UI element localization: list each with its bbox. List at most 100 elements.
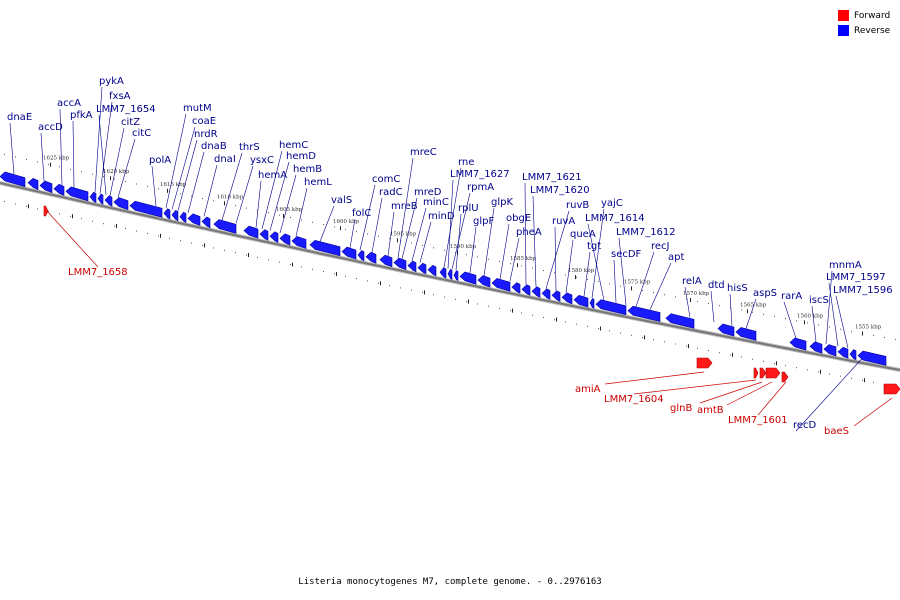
tick-dot: [125, 181, 126, 182]
tick-mark: [380, 281, 381, 286]
gene-label-forward: LMM7_1604: [604, 394, 664, 405]
tick-dot: [477, 303, 478, 305]
reverse-gene-block: [439, 267, 447, 279]
label-leader: [591, 208, 605, 298]
reverse-gene-block: [789, 337, 807, 351]
label-leader: [795, 351, 869, 432]
tick-dot: [180, 240, 181, 242]
reverse-gene-block: [427, 264, 437, 277]
gene-label-reverse: hemB: [293, 164, 322, 175]
tick-dot: [829, 373, 830, 375]
kbp-tick-label: 1585 kbp: [510, 256, 537, 262]
gene-label-reverse: hemL: [304, 177, 332, 188]
tick-dot: [598, 281, 599, 283]
tick-dot: [202, 245, 203, 246]
reverse-gene-block: [521, 284, 531, 296]
tick-dot: [862, 379, 863, 381]
gene-label-reverse: rarA: [781, 291, 802, 302]
tick-dot: [334, 226, 335, 228]
label-leader: [279, 174, 297, 233]
kbp-tick: [110, 176, 111, 181]
legend-reverse-swatch: [838, 25, 849, 36]
gene-label-reverse: radC: [379, 187, 403, 198]
gene-label-reverse: dtd: [708, 280, 725, 291]
tick-dot: [873, 334, 874, 336]
gene-label-reverse: nrdR: [194, 129, 218, 140]
tick-dot: [708, 350, 709, 351]
tick-dot: [763, 360, 764, 362]
tick-dot: [356, 278, 357, 280]
tick-mark: [864, 378, 865, 383]
gene-label-reverse: ruvA: [552, 216, 575, 227]
genes-layer: [0, 171, 900, 395]
label-leader: [604, 371, 705, 385]
kbp-tick-label: 1580 kbp: [568, 268, 595, 274]
tick-dot: [818, 371, 819, 373]
reverse-gene-block: [491, 278, 511, 292]
tick-dot: [213, 200, 214, 202]
kbp-tick: [50, 162, 51, 167]
tick-dot: [26, 205, 27, 207]
tick-dot: [312, 221, 313, 223]
tick-dot: [455, 298, 456, 300]
gene-label-reverse: LMM7_1614: [585, 213, 645, 224]
tick-dot: [169, 237, 170, 239]
tick-dot: [620, 332, 621, 334]
forward-gene-block: [781, 371, 789, 383]
label-leader: [635, 251, 655, 307]
gene-label-reverse: mnmA: [829, 260, 862, 271]
gene-label-reverse: mutM: [183, 103, 212, 114]
tick-mark: [732, 352, 733, 357]
tick-dot: [70, 168, 71, 170]
reverse-gene-block: [837, 346, 849, 359]
tick-dot: [653, 292, 654, 294]
tick-dot: [158, 188, 159, 190]
tick-dot: [576, 323, 577, 325]
label-leader: [269, 161, 290, 231]
reverse-gene-block: [201, 216, 211, 229]
kbp-tick: [690, 298, 691, 303]
tick-dot: [642, 337, 643, 338]
tick-dot: [719, 305, 720, 307]
reverse-gene-block: [53, 183, 65, 196]
tick-dot: [851, 377, 852, 379]
tick-dot: [554, 319, 555, 321]
tick-dot: [675, 296, 676, 298]
kbp-tick-label: 1565 kbp: [740, 302, 767, 308]
label-leader: [221, 152, 243, 221]
label-leader: [483, 207, 495, 276]
tick-dot: [785, 365, 786, 367]
tick-mark: [820, 369, 821, 374]
kbp-tick-label: 1610 kbp: [217, 194, 244, 200]
label-leader: [371, 197, 383, 253]
reverse-gene-block: [113, 197, 129, 211]
gene-label-forward: amtB: [697, 405, 724, 416]
reverse-gene-block: [269, 231, 279, 244]
tick-dot: [840, 328, 841, 330]
tick-dot: [290, 264, 291, 265]
kbp-tick-label: 1595 kbp: [390, 231, 417, 237]
tick-dot: [840, 375, 841, 377]
tick-dot: [499, 308, 500, 309]
tick-dot: [477, 256, 478, 258]
tick-dot: [818, 324, 819, 326]
tick-dot: [114, 178, 115, 180]
reverse-gene-block: [357, 250, 365, 262]
gene-label-reverse: dnaB: [201, 141, 227, 152]
tick-dot: [268, 212, 269, 214]
tick-dot: [455, 251, 456, 253]
tick-dot: [4, 153, 5, 155]
tick-dot: [345, 228, 346, 230]
gene-label-reverse: citZ: [121, 117, 140, 128]
label-leader: [177, 139, 198, 211]
tick-dot: [829, 326, 830, 328]
tick-dot: [851, 330, 852, 332]
reverse-gene-block: [453, 270, 459, 281]
gene-label-reverse: ysxC: [250, 155, 274, 166]
reverse-gene-block: [511, 282, 521, 294]
label-leader: [59, 108, 63, 186]
label-leader: [684, 286, 691, 318]
tick-mark: [468, 299, 469, 304]
tick-dot: [741, 309, 742, 311]
